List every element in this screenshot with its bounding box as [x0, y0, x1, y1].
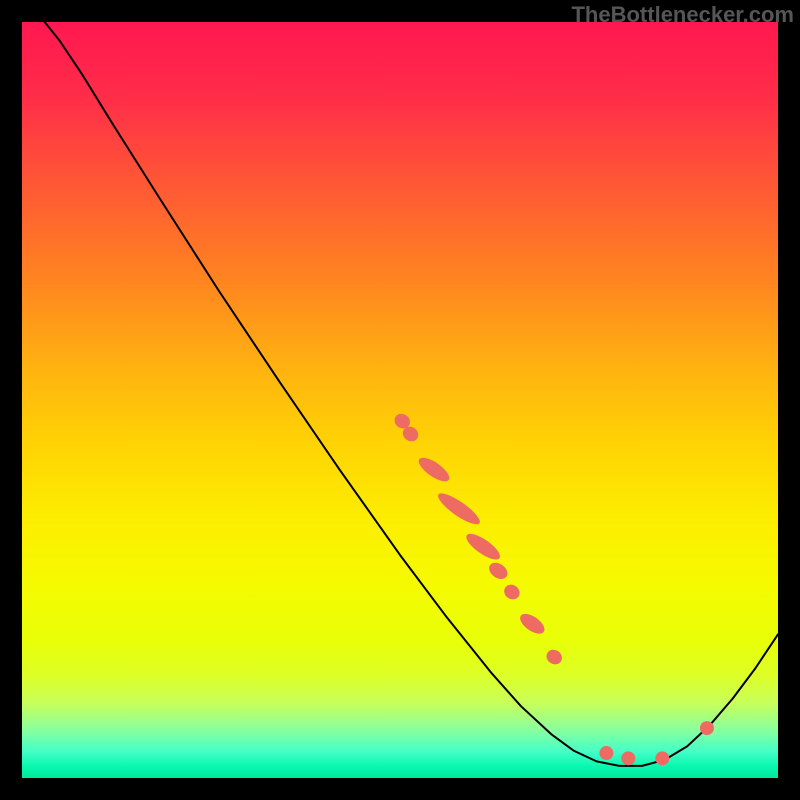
watermark-text: TheBottlenecker.com	[571, 2, 794, 28]
marker-dot	[655, 751, 669, 765]
chart-svg	[22, 22, 778, 778]
marker-dot	[700, 721, 714, 735]
marker-dot	[621, 751, 635, 765]
chart-background	[22, 22, 778, 778]
chart-frame: TheBottlenecker.com	[0, 0, 800, 800]
chart-plot-area	[22, 22, 778, 778]
marker-dot	[599, 746, 613, 760]
